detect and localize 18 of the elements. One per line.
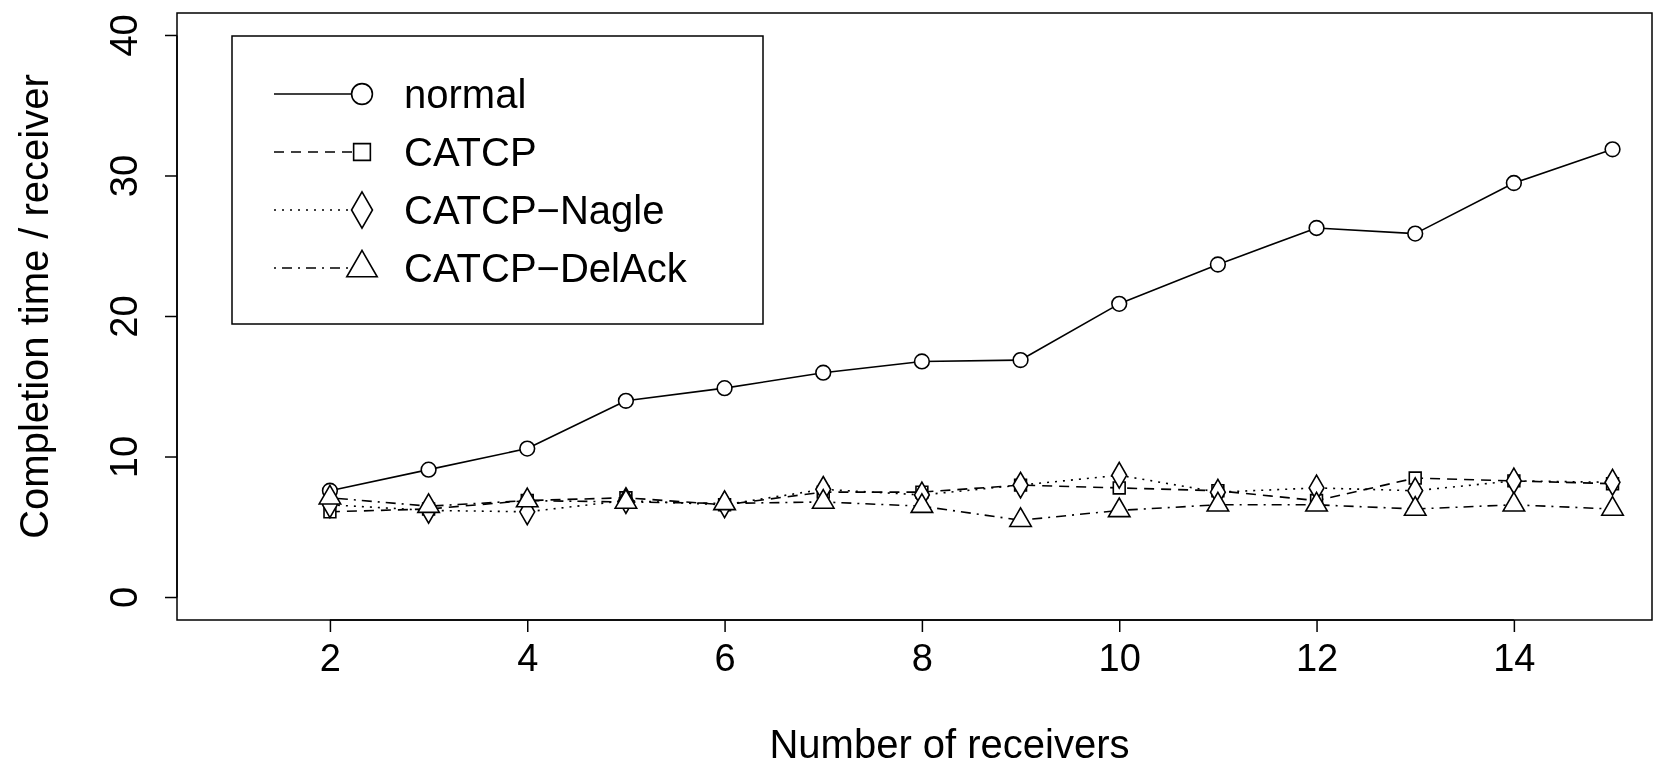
legend-label: CATCP−Nagle [404, 188, 665, 232]
x-tick-label: 14 [1493, 636, 1536, 679]
x-tick-label: 8 [911, 636, 933, 679]
y-tick-label: 40 [103, 14, 145, 57]
y-tick-label: 30 [103, 154, 145, 198]
x-tick-label: 12 [1295, 636, 1339, 679]
x-axis-title: Number of receivers [769, 722, 1130, 766]
x-tick-label: 2 [319, 636, 341, 679]
x-tick-label: 10 [1098, 636, 1141, 679]
x-tick-label: 6 [714, 636, 736, 679]
x-tick-label: 4 [517, 636, 539, 679]
y-tick-label: 20 [103, 295, 145, 338]
legend-label: CATCP [404, 130, 537, 174]
legend-label: normal [404, 72, 527, 116]
y-tick-label: 0 [103, 586, 145, 609]
y-tick-label: 10 [103, 435, 145, 479]
legend-label: CATCP−DelAck [404, 246, 688, 290]
y-axis-title: Completion time / receiver [12, 74, 56, 539]
